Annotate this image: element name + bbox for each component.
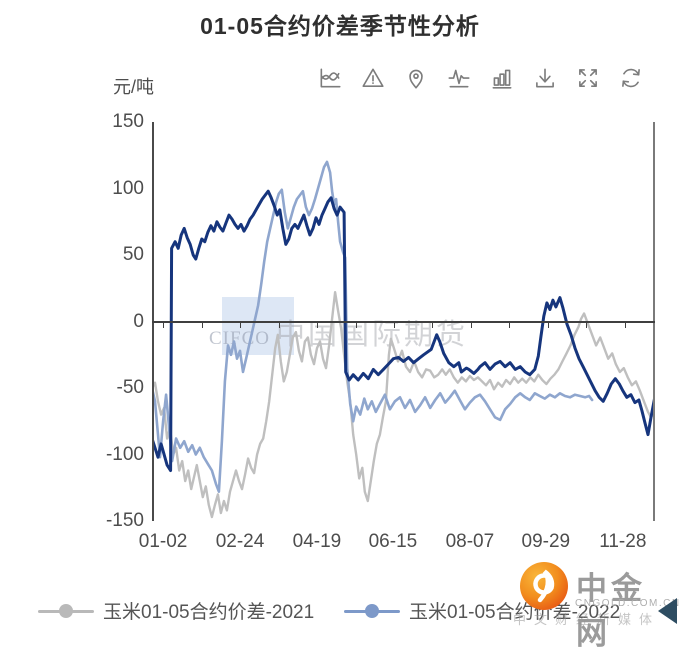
brand-logo-icon [520, 562, 568, 610]
y-axis-unit-label: 元/吨 [113, 77, 155, 97]
legend-dot-swatch [59, 603, 73, 618]
location-pin-icon[interactable] [403, 65, 429, 91]
brand-site-tagline: 中文财经新媒体 [513, 612, 661, 627]
x-axis-tick-label: 06-15 [368, 531, 418, 552]
legend-marker-2021 [38, 603, 94, 618]
zero-line-tick [393, 323, 395, 328]
brand-site-domain: CNGOLD.COM.CN [575, 598, 680, 609]
legend-label-2022: 玉米01-05合约价差-2022 [409, 602, 621, 623]
zero-line-tick [470, 323, 472, 328]
zero-line-tick [163, 323, 165, 328]
zero-line-tick [240, 323, 241, 328]
x-axis-tick-label: 11-28 [599, 531, 647, 552]
zero-line-tick [586, 323, 588, 328]
plot-area[interactable]: CIFCO 中国国际期货 [152, 122, 655, 521]
legend: 玉米01-05合约价差-2021 玉米01-05合约价差-2022 [0, 597, 680, 623]
trend-chart-icon[interactable] [317, 65, 343, 91]
x-axis-tick-label: 08-07 [445, 531, 495, 552]
zero-line-tick [201, 323, 203, 328]
download-icon[interactable] [532, 65, 558, 91]
y-axis-tick-label: 50 [122, 244, 144, 265]
zero-line-tick [432, 323, 434, 328]
legend-label-2021: 玉米01-05合约价差-2021 [103, 602, 315, 623]
y-axis-tick-label: -150 [105, 510, 144, 531]
zero-line-tick [317, 323, 318, 328]
collapse-arrow-icon[interactable] [658, 598, 677, 624]
watermark-prefix: CIFCO [209, 328, 270, 349]
warning-icon[interactable] [360, 65, 386, 91]
zero-line-tick [547, 323, 549, 328]
legend-marker-2022 [344, 603, 400, 618]
pulse-icon[interactable] [446, 65, 472, 91]
site-branding: 中金网 CNGOLD.COM.CN 中文财经新媒体 [505, 558, 680, 651]
y-axis-tick-label: 100 [112, 177, 144, 199]
brand-logo-swirl [533, 569, 555, 603]
y-axis-tick-label: -50 [116, 377, 144, 398]
series-line-corn-0105-spread-2022 [152, 160, 594, 494]
zero-line-tick [355, 323, 357, 328]
zero-line-tick [278, 323, 280, 328]
x-axis-tick-label: 04-19 [292, 531, 342, 552]
y-axis-tick-label: 0 [133, 310, 144, 332]
series-line-unlabeled-dark-navy [152, 189, 655, 472]
zero-line-tick [509, 323, 511, 328]
y-axis-tick-label: 150 [112, 111, 144, 132]
bar-chart-icon[interactable] [489, 65, 515, 91]
zero-line-tick [624, 323, 626, 328]
x-axis-tick-label: 02-24 [215, 531, 265, 552]
x-axis-tick-label: 01-02 [138, 531, 188, 552]
page-title: 01-05合约价差季节性分析 [200, 13, 480, 39]
y-axis-tick-label: -100 [105, 443, 144, 465]
legend-item-2022[interactable]: 玉米01-05合约价差-2022 [344, 597, 620, 624]
x-axis-tick-label: 09-29 [521, 531, 571, 552]
zero-axis-line [152, 321, 655, 323]
legend-dot-swatch [365, 603, 379, 618]
fullscreen-icon[interactable] [575, 65, 601, 91]
watermark-text: CIFCO 中国国际期货 [209, 311, 468, 353]
refresh-icon[interactable] [618, 65, 644, 91]
series-line-corn-0105-spread-2021 [152, 290, 655, 519]
legend-item-2021[interactable]: 玉米01-05合约价差-2021 [38, 597, 314, 624]
chart-toolbar [317, 65, 644, 91]
